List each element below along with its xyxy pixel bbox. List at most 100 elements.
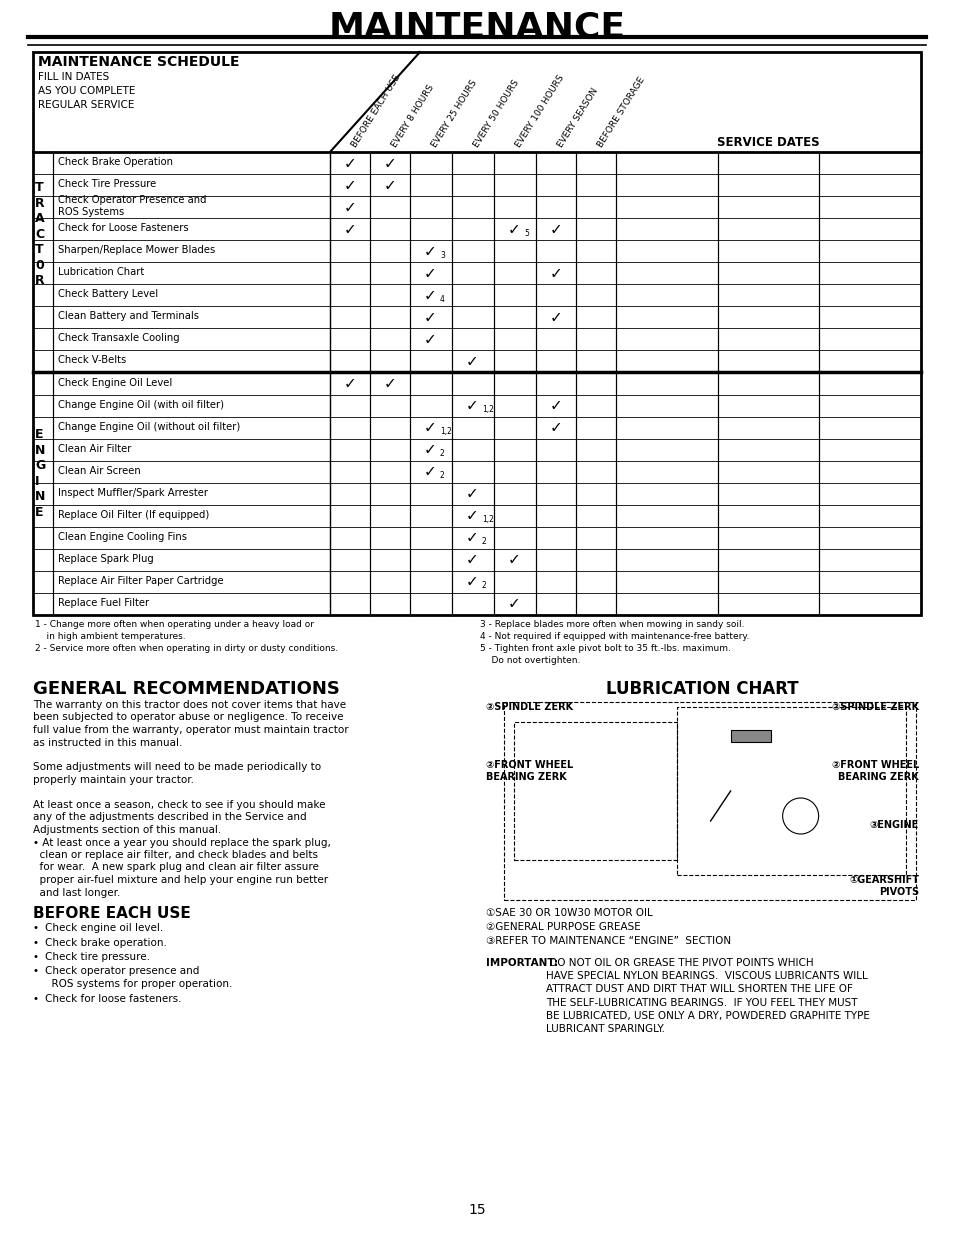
- Text: Check Brake Operation: Check Brake Operation: [58, 157, 172, 167]
- Text: Check for loose fasteners.: Check for loose fasteners.: [45, 993, 181, 1004]
- Text: •: •: [33, 993, 39, 1004]
- Text: as instructed in this manual.: as instructed in this manual.: [33, 737, 182, 747]
- Text: Check operator presence and
  ROS systems for proper operation.: Check operator presence and ROS systems …: [45, 967, 233, 989]
- Text: in high ambient temperatures.: in high ambient temperatures.: [35, 632, 186, 641]
- Text: ✓: ✓: [423, 288, 436, 303]
- Text: 2: 2: [481, 582, 486, 590]
- Text: ②FRONT WHEEL
BEARING ZERK: ②FRONT WHEEL BEARING ZERK: [831, 760, 918, 783]
- Text: 15: 15: [468, 1203, 485, 1216]
- Text: ✓: ✓: [465, 530, 477, 546]
- Text: EVERY 100 HOURS: EVERY 100 HOURS: [514, 73, 565, 149]
- Text: 2: 2: [481, 537, 486, 546]
- Text: DO NOT OIL OR GREASE THE PIVOT POINTS WHICH
HAVE SPECIAL NYLON BEARINGS.  VISCOU: DO NOT OIL OR GREASE THE PIVOT POINTS WH…: [545, 958, 869, 1034]
- Text: EVERY 8 HOURS: EVERY 8 HOURS: [390, 83, 436, 149]
- Text: Clean Engine Cooling Fins: Clean Engine Cooling Fins: [58, 532, 187, 542]
- Text: ①SAE 30 OR 10W30 MOTOR OIL: ①SAE 30 OR 10W30 MOTOR OIL: [485, 908, 652, 918]
- Text: ✓: ✓: [549, 398, 561, 412]
- Bar: [677, 706, 905, 876]
- Text: •: •: [33, 952, 39, 962]
- Text: ②FRONT WHEEL
BEARING ZERK: ②FRONT WHEEL BEARING ZERK: [485, 760, 573, 783]
- Text: ✓: ✓: [423, 442, 436, 457]
- Text: Check Engine Oil Level: Check Engine Oil Level: [58, 378, 172, 388]
- Text: ✓: ✓: [343, 221, 356, 237]
- Text: Check brake operation.: Check brake operation.: [45, 937, 167, 947]
- Text: Replace Air Filter Paper Cartridge: Replace Air Filter Paper Cartridge: [58, 576, 223, 585]
- Text: ✓: ✓: [465, 574, 477, 589]
- Text: ①GEARSHIFT
PIVOTS: ①GEARSHIFT PIVOTS: [848, 876, 918, 898]
- Text: EVERY SEASON: EVERY SEASON: [556, 86, 599, 149]
- Text: SERVICE DATES: SERVICE DATES: [717, 136, 819, 149]
- Text: ②GENERAL PURPOSE GREASE: ②GENERAL PURPOSE GREASE: [485, 923, 640, 932]
- Text: Replace Fuel Filter: Replace Fuel Filter: [58, 598, 149, 608]
- Text: ✓: ✓: [423, 310, 436, 325]
- Text: Check V-Belts: Check V-Belts: [58, 356, 126, 366]
- Text: ②SPINDLE ZERK: ②SPINDLE ZERK: [485, 701, 573, 713]
- Text: ✓: ✓: [383, 178, 395, 193]
- Text: Do not overtighten.: Do not overtighten.: [479, 656, 579, 664]
- Text: ✓: ✓: [343, 156, 356, 170]
- Text: The warranty on this tractor does not cover items that have: The warranty on this tractor does not co…: [33, 700, 346, 710]
- Text: 4: 4: [439, 295, 444, 304]
- Text: proper air-fuel mixture and help your engine run better: proper air-fuel mixture and help your en…: [33, 876, 328, 885]
- Text: 2: 2: [439, 450, 444, 458]
- Text: BEFORE EACH USE: BEFORE EACH USE: [33, 906, 191, 921]
- Text: Check tire pressure.: Check tire pressure.: [45, 952, 150, 962]
- Text: EVERY 25 HOURS: EVERY 25 HOURS: [430, 78, 478, 149]
- Text: ✓: ✓: [507, 552, 519, 567]
- Text: ✓: ✓: [465, 398, 477, 412]
- Text: clean or replace air filter, and check blades and belts: clean or replace air filter, and check b…: [33, 850, 317, 860]
- Text: ③REFER TO MAINTENANCE “ENGINE”  SECTION: ③REFER TO MAINTENANCE “ENGINE” SECTION: [485, 936, 730, 946]
- Text: ✓: ✓: [343, 200, 356, 215]
- Text: GENERAL RECOMMENDATIONS: GENERAL RECOMMENDATIONS: [33, 680, 339, 698]
- Text: MAINTENANCE SCHEDULE: MAINTENANCE SCHEDULE: [38, 56, 239, 69]
- Bar: [730, 730, 770, 742]
- Text: EVERY 50 HOURS: EVERY 50 HOURS: [472, 78, 520, 149]
- Text: properly maintain your tractor.: properly maintain your tractor.: [33, 776, 193, 785]
- Text: ✓: ✓: [465, 552, 477, 567]
- Text: IMPORTANT:: IMPORTANT:: [485, 958, 558, 968]
- Text: FILL IN DATES
AS YOU COMPLETE
REGULAR SERVICE: FILL IN DATES AS YOU COMPLETE REGULAR SE…: [38, 72, 135, 110]
- Text: Clean Air Filter: Clean Air Filter: [58, 443, 132, 453]
- Text: Check Battery Level: Check Battery Level: [58, 289, 158, 299]
- Text: •: •: [33, 967, 39, 977]
- Text: Replace Oil Filter (If equipped): Replace Oil Filter (If equipped): [58, 510, 209, 520]
- Text: ✓: ✓: [423, 464, 436, 479]
- Text: ✓: ✓: [423, 332, 436, 347]
- Bar: [503, 701, 915, 900]
- Text: ✓: ✓: [343, 178, 356, 193]
- Text: ✓: ✓: [423, 266, 436, 280]
- Text: 2: 2: [439, 472, 444, 480]
- Text: 5: 5: [523, 228, 528, 237]
- Text: ✓: ✓: [549, 266, 561, 280]
- Text: ✓: ✓: [507, 597, 519, 611]
- Text: ✓: ✓: [549, 221, 561, 237]
- Text: At least once a season, check to see if you should make: At least once a season, check to see if …: [33, 800, 325, 810]
- Text: Replace Spark Plug: Replace Spark Plug: [58, 553, 153, 564]
- Text: any of the adjustments described in the Service and: any of the adjustments described in the …: [33, 813, 306, 823]
- Text: ✓: ✓: [423, 420, 436, 435]
- Text: •: •: [33, 937, 39, 947]
- Text: BEFORE EACH USE: BEFORE EACH USE: [350, 73, 402, 149]
- Text: ✓: ✓: [343, 375, 356, 391]
- Text: ✓: ✓: [423, 243, 436, 258]
- Text: 1 - Change more often when operating under a heavy load or: 1 - Change more often when operating und…: [35, 620, 314, 629]
- Text: Change Engine Oil (with oil filter): Change Engine Oil (with oil filter): [58, 400, 224, 410]
- Text: 2 - Service more often when operating in dirty or dusty conditions.: 2 - Service more often when operating in…: [35, 643, 337, 653]
- Text: E
N
G
I
N
E: E N G I N E: [35, 429, 46, 519]
- Text: Adjustments section of this manual.: Adjustments section of this manual.: [33, 825, 221, 835]
- Text: Lubrication Chart: Lubrication Chart: [58, 267, 144, 278]
- Text: 1,2: 1,2: [481, 405, 494, 414]
- Text: 1,2: 1,2: [481, 515, 494, 525]
- Text: ②SPINDLE ZERK: ②SPINDLE ZERK: [831, 701, 918, 713]
- Text: 3 - Replace blades more often when mowing in sandy soil.: 3 - Replace blades more often when mowin…: [479, 620, 743, 629]
- Text: ✓: ✓: [383, 156, 395, 170]
- Text: ✓: ✓: [507, 221, 519, 237]
- Text: Check Transaxle Cooling: Check Transaxle Cooling: [58, 333, 179, 343]
- Text: T
R
A
C
T
0
R: T R A C T 0 R: [35, 182, 45, 288]
- Text: 3: 3: [439, 251, 444, 259]
- Text: MAINTENANCE: MAINTENANCE: [328, 10, 625, 44]
- Text: Inspect Muffler/Spark Arrester: Inspect Muffler/Spark Arrester: [58, 488, 208, 498]
- Text: Check engine oil level.: Check engine oil level.: [45, 923, 163, 932]
- Text: ✓: ✓: [549, 420, 561, 435]
- Text: ✓: ✓: [465, 509, 477, 524]
